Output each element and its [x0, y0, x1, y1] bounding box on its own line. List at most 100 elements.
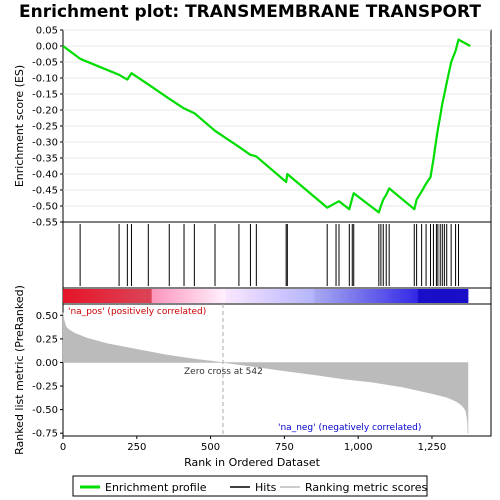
ranking-metric-series	[62, 312, 469, 434]
colorbar-segment	[258, 289, 262, 303]
colorbar-segment	[355, 289, 360, 303]
colorbar-segment	[269, 289, 274, 303]
es-tick-label: -0.40	[32, 170, 58, 181]
metric-tick-label: 0.00	[36, 358, 58, 369]
x-tick-label: 250	[127, 442, 146, 453]
colorbar-segment	[364, 289, 368, 303]
colorbar-segment	[429, 289, 433, 303]
colorbar-segment	[196, 289, 200, 303]
colorbar-segments	[63, 289, 469, 303]
es-y-axis-ticks: 0.05 0.00 -0.05 -0.10 -0.15 -0.20 -0.25 -0.30 -0…	[32, 26, 63, 229]
es-tick-label: -0.20	[32, 106, 58, 117]
colorbar-segment	[456, 289, 460, 303]
colorbar-segment	[139, 289, 144, 303]
colorbar-segment	[459, 289, 463, 303]
colorbar-segment	[175, 289, 179, 303]
colorbar-segment	[376, 289, 380, 303]
metric-tick-label: 0.50	[36, 311, 58, 322]
colorbar-segment	[104, 289, 108, 303]
colorbar-segment	[128, 289, 132, 303]
metric-y-axis-label: Ranked list metric (PreRanked)	[13, 285, 26, 455]
colorbar-segment	[222, 289, 226, 303]
colorbar-segment	[255, 289, 259, 303]
colorbar-segment	[450, 289, 454, 303]
colorbar-segment	[80, 289, 85, 303]
colorbar-segment	[379, 289, 383, 303]
colorbar-segment	[337, 289, 342, 303]
colorbar-segment	[261, 289, 265, 303]
colorbar-segment	[142, 289, 147, 303]
colorbar-segment	[290, 289, 294, 303]
es-tick-label: -0.15	[32, 90, 58, 101]
colorbar-segment	[136, 289, 141, 303]
colorbar-segment	[98, 289, 102, 303]
colorbar-segment	[352, 289, 357, 303]
colorbar-segment	[299, 289, 303, 303]
metric-y-axis-ticks: 0.50 0.25 0.00 -0.25 -0.50 -0.75	[32, 311, 63, 440]
colorbar-segment	[77, 289, 82, 303]
colorbar-segment	[65, 289, 70, 303]
colorbar-segment	[71, 289, 76, 303]
rank-colorbar	[62, 287, 492, 305]
colorbar-segment	[163, 289, 167, 303]
es-tick-label: -0.55	[32, 218, 58, 229]
colorbar-segment	[426, 289, 430, 303]
legend-metric-label: Ranking metric scores	[305, 481, 427, 494]
colorbar-segment	[178, 289, 182, 303]
ranking-metric-area	[62, 312, 469, 434]
colorbar-segment	[83, 289, 88, 303]
hits-markers	[79, 224, 460, 286]
es-tick-label: -0.45	[32, 186, 58, 197]
colorbar-segment	[305, 289, 309, 303]
colorbar-segment	[397, 289, 401, 303]
x-tick-label: 500	[201, 442, 220, 453]
colorbar-segment	[444, 289, 448, 303]
colorbar-segment	[130, 289, 135, 303]
colorbar-segment	[148, 289, 153, 303]
colorbar-segment	[157, 289, 161, 303]
colorbar-segment	[216, 289, 221, 303]
colorbar-segment	[249, 289, 253, 303]
colorbar-segment	[63, 289, 67, 303]
colorbar-segment	[181, 289, 185, 303]
es-tick-label: 0.05	[36, 26, 58, 37]
colorbar-segment	[172, 289, 176, 303]
colorbar-segment	[122, 289, 126, 303]
colorbar-segment	[252, 289, 256, 303]
colorbar-segment	[385, 289, 389, 303]
colorbar-segment	[151, 289, 156, 303]
colorbar-segment	[367, 289, 371, 303]
colorbar-segment	[145, 289, 150, 303]
colorbar-segment	[231, 289, 235, 303]
colorbar-segment	[275, 289, 280, 303]
colorbar-segment	[243, 289, 247, 303]
colorbar-segment	[225, 289, 229, 303]
colorbar-segment	[323, 289, 327, 303]
colorbar-segment	[266, 289, 271, 303]
enrichment-profile-series	[62, 38, 471, 214]
colorbar-segment	[438, 289, 442, 303]
colorbar-segment	[314, 289, 318, 303]
colorbar-segment	[210, 289, 215, 303]
colorbar-segment	[405, 289, 410, 303]
x-tick-label: 750	[275, 442, 294, 453]
es-tick-label: 0.00	[36, 42, 58, 53]
colorbar-segment	[340, 289, 345, 303]
colorbar-segment	[278, 289, 283, 303]
colorbar-segment	[116, 289, 120, 303]
colorbar-segment	[101, 289, 105, 303]
colorbar-segment	[287, 289, 292, 303]
es-tick-label: -0.35	[32, 154, 58, 165]
colorbar-segment	[423, 289, 427, 303]
metric-tick-label: -0.75	[32, 429, 58, 440]
legend-frame	[72, 475, 428, 497]
colorbar-segment	[394, 289, 398, 303]
colorbar-segment	[74, 289, 79, 303]
colorbar-segment	[417, 289, 422, 303]
hits-panel	[62, 221, 492, 289]
colorbar-segment	[246, 289, 250, 303]
colorbar-segment	[228, 289, 232, 303]
colorbar-segment	[190, 289, 194, 303]
hits-panel-frame	[62, 221, 492, 289]
